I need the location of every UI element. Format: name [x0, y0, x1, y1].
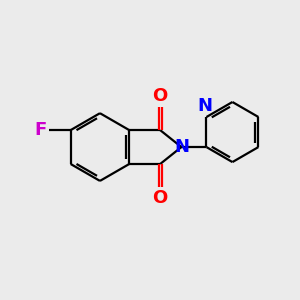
Text: O: O	[153, 189, 168, 207]
Text: O: O	[153, 87, 168, 105]
Text: N: N	[174, 138, 189, 156]
Text: F: F	[35, 121, 47, 139]
Text: N: N	[197, 97, 212, 115]
